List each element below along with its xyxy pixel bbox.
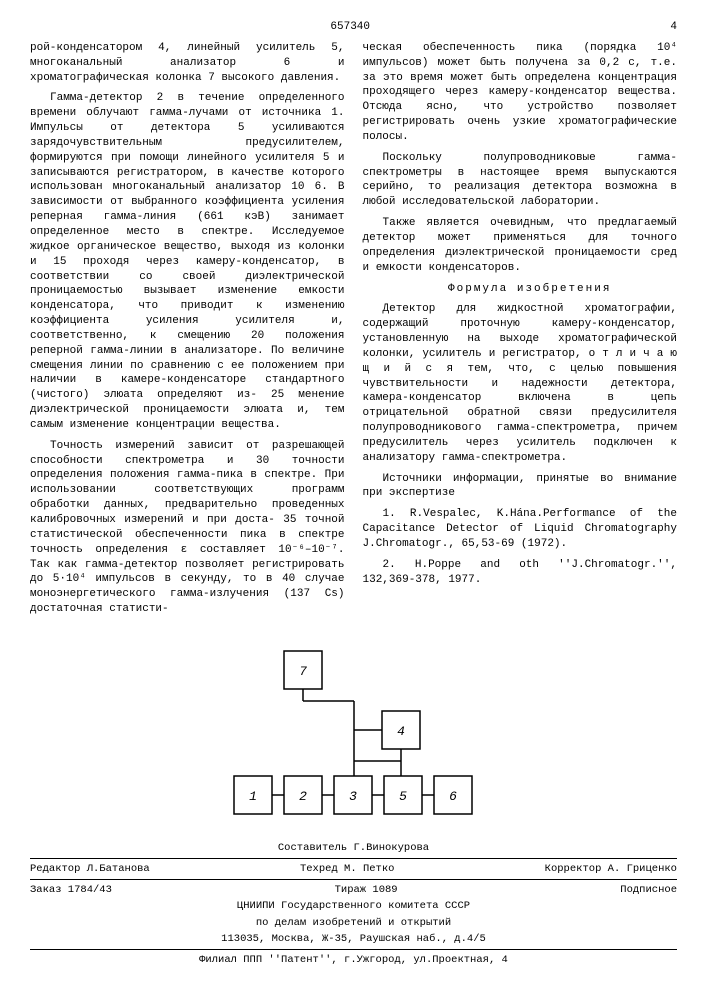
formula-body: Детектор для жидкостной хроматографии, с… — [363, 302, 678, 465]
org2: по делам изобретений и открытий — [30, 916, 677, 930]
para: Гамма-детектор 2 в течение определенного… — [30, 91, 345, 432]
svg-text:3: 3 — [349, 789, 357, 804]
page-header: 657340 4 — [30, 20, 677, 35]
block-diagram: 1 2 3 4 5 6 7 — [184, 641, 524, 831]
svg-text:5: 5 — [399, 789, 407, 804]
para: Поскольку полупроводниковые гамма-спектр… — [363, 151, 678, 210]
doc-number: 657340 — [330, 20, 370, 35]
corrector: Корректор А. Гриценко — [545, 862, 677, 876]
editor: Редактор Л.Батанова — [30, 862, 150, 876]
para: Точность измерений зависит от разрешающе… — [30, 439, 345, 617]
para: ческая обеспеченность пика (порядка 10⁴ … — [363, 41, 678, 145]
address: 113035, Москва, Ж-35, Раушская наб., д.4… — [30, 932, 677, 946]
left-column: рой-конденсатором 4, линейный усилитель … — [30, 41, 345, 623]
order: Заказ 1784/43 — [30, 883, 112, 897]
svg-text:6: 6 — [449, 789, 457, 804]
para: Также является очевидным, что предлагаем… — [363, 216, 678, 275]
compiler: Составитель Г.Винокурова — [30, 841, 677, 855]
right-column: ческая обеспеченность пика (порядка 10⁴ … — [363, 41, 678, 623]
org1: ЦНИИПИ Государственного комитета СССР — [30, 899, 677, 913]
credits-block: Составитель Г.Винокурова Редактор Л.Бата… — [30, 841, 677, 967]
page-mark: 4 — [670, 20, 677, 35]
tirazh: Тираж 1089 — [335, 883, 398, 897]
svg-text:1: 1 — [249, 789, 257, 804]
formula-heading: Формула изобретения — [363, 282, 678, 297]
para: рой-конденсатором 4, линейный усилитель … — [30, 41, 345, 86]
source-ref: 2. H.Poppe and oth ''J.Chromatogr.'', 13… — [363, 558, 678, 588]
podpisnoe: Подписное — [620, 883, 677, 897]
sources-heading: Источники информации, принятые во вниман… — [363, 472, 678, 502]
source-ref: 1. R.Vespalec, K.Hána.Performance of the… — [363, 507, 678, 552]
svg-text:4: 4 — [397, 724, 405, 739]
techred: Техред М. Петко — [300, 862, 395, 876]
svg-text:7: 7 — [299, 664, 307, 679]
svg-text:2: 2 — [299, 789, 307, 804]
text-columns: рой-конденсатором 4, линейный усилитель … — [30, 41, 677, 623]
filial: Филиал ППП ''Патент'', г.Ужгород, ул.Про… — [30, 949, 677, 967]
diagram-svg: 1 2 3 4 5 6 7 — [194, 641, 514, 831]
